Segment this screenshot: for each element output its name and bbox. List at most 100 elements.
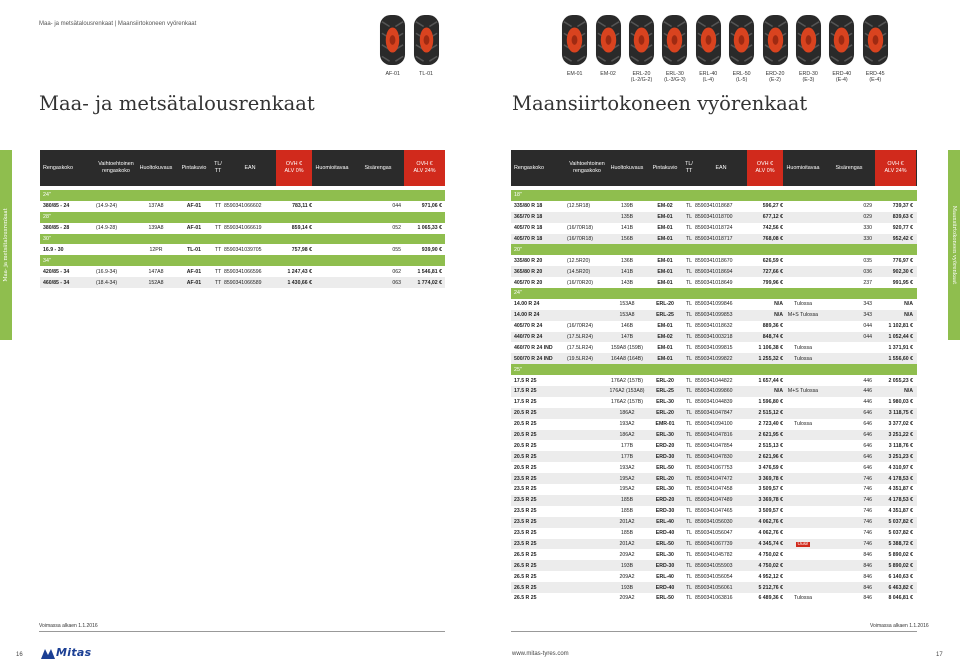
tyre-code-line-1: TL-01 [419,71,433,77]
cell-s: 365/70 R 18 [514,214,543,221]
table-row: 23.5 R 25 195A2 ERL-30 TL 8590341047458 3 509… [511,484,917,495]
cell-sv: 209A2 [619,551,635,558]
cell-s: 460/70 R 24 IND [514,344,553,351]
cell-s: 20.5 R 25 [514,453,537,460]
table-row: 23.5 R 25 195A2 ERL-20 TL 8590341047472 3 369… [511,473,917,485]
cell-p: EM-01 [657,279,673,286]
cell-e: 8590341044822 [695,377,733,384]
website-link[interactable]: www.mitas-tyres.com [512,651,569,657]
header-text: OVH € [416,161,433,168]
cell-t: TL [685,508,693,515]
rim-size-group-header: 30" [40,233,445,245]
cell-v0: 2 621,95 € [758,432,783,439]
table-row: 380/85 - 28 (14.9-28) 139A8 AF-01 TT 85903410… [40,223,445,234]
column-header-alt2: Vaihtoehtoinen rengaskoko [96,161,136,174]
cell-k: 044 [392,203,401,210]
cell-v0: 2 515,13 € [758,442,783,449]
tyre-thumbnail: TL-01 [409,14,442,77]
cell-k: 646 [863,442,872,449]
cell-e: 8590341039705 [224,246,262,253]
table-row: 20.5 R 25 186A2 ERL-20 TL 8590341047847 2 515… [511,407,917,419]
header-text: ALV 0% [755,168,775,174]
table-row: 23.5 R 25 185B ERD-20 TL 8590341047489 3 369,… [511,494,917,506]
cell-v0: 2 515,12 € [758,410,783,417]
price-table-right: 18" 335/80 R 18 (12.5R18) 139B EM-02 TL 859034… [511,190,917,604]
tyre-code-line-2: (L-5) [736,77,748,84]
footer-rule-left [39,631,445,632]
cell-v0: 848,74 € [762,334,783,341]
cell-s: 405/70 R 24 [514,323,543,330]
cell-k: 029 [863,214,872,221]
cell-t: TL [685,214,693,221]
tyre-code-line-1: EM-02 [600,71,616,77]
cell-sv: 193A2 [619,421,635,428]
cell-s: 20.5 R 25 [514,432,537,439]
cell-e: 8590341018700 [695,214,733,221]
rim-size-group-header: 24" [40,190,445,201]
cell-e: 8590341055903 [695,562,733,569]
cell-e: 8590341047472 [695,475,733,482]
cell-p: ERD-40 [655,584,675,591]
cell-t: TL [685,236,693,242]
cell-s: 26.5 R 25 [514,595,537,602]
cell-e: 8590341066619 [224,225,262,232]
cell-t: TL [685,377,693,384]
header-text: Huoltokuvaus [610,164,644,171]
cell-e: 8590341018649 [695,279,733,286]
side-tab-left-label: Maa- ja metsätalousrenkaat [3,208,9,282]
cell-t: TL [685,551,693,558]
cell-p: ERL-40 [656,519,674,526]
cell-a: (12.5R20) [567,257,591,264]
header-text: ALV 24% [884,168,907,174]
cell-sv: 209A2 [619,573,635,580]
tyre-code-line-2: (L-2/G-2) [630,77,653,84]
cell-e: 8590341018687 [695,203,733,210]
cell-v0: 799,96 € [762,279,783,286]
tyre-code-line-1: ERL-50 [732,71,751,77]
tyre-code-line-1: ERD-30 [799,71,818,77]
cell-p: ERL-50 [656,595,674,602]
cell-v0: 6 489,36 € [758,595,783,602]
cell-p: ERL-20 [656,475,674,482]
cell-v0: 2 621,96 € [758,453,783,460]
table-row: 23.5 R 25 201A2 ERL-50 TL 8590341067739 4 345… [511,538,917,550]
cell-n: Uusi! [783,541,823,547]
cell-t: TL [685,257,693,264]
cell-v0: 1 247,43 € [287,268,312,275]
cell-p: ERD-30 [655,562,675,569]
cell-sv: 137A8 [148,203,164,210]
cell-p: ERD-20 [655,497,675,504]
cell-v0: 3 369,78 € [758,497,783,504]
cell-k: 746 [863,497,872,504]
cell-t: TL [685,268,693,275]
brand-logo-text: Mitas [56,646,92,659]
cell-t: TL [685,442,693,449]
cell-v0: 889,36 € [762,323,783,330]
cell-e: 8590341047854 [695,442,733,449]
cell-e: 8590341056047 [695,530,733,537]
table-header-left: Rengaskoko Vaihtoehtoinen rengaskoko Huolto… [40,150,445,186]
rim-size-group-header: 25" [511,364,917,376]
cell-v0: 783,11 € [292,203,312,210]
page-title-left: Maa- ja metsätalousrenkaat [39,92,315,115]
tyre-icon [413,14,439,66]
cell-e: 8590341056030 [695,519,733,526]
cell-p: ERL-20 [656,377,674,384]
side-tab-left: Maa- ja metsätalousrenkaat [0,150,12,340]
tyre-code-line-1: ERD-45 [865,71,885,77]
column-header-size: Rengaskoko [40,165,96,172]
cell-v0: 4 750,02 € [758,551,783,558]
table-row: 20.5 R 25 186A2 ERL-30 TL 8590341047816 2 621… [511,429,917,441]
cell-v24: 5 890,02 € [888,562,913,569]
cell-v24: 5 890,02 € [888,551,913,558]
cell-k: 846 [863,573,872,580]
column-header-ean: EAN [695,165,747,172]
cell-e: 8590341018632 [695,323,733,330]
column-header-size: Rengaskoko [511,165,567,172]
cell-p: ERL-50 [656,540,674,547]
mitas-logo-icon [41,649,55,659]
tyre-code-line-1: ERL-30 [665,71,684,77]
cell-v0: 3 509,57 € [758,486,783,493]
header-text: Pintakuvio [652,164,678,171]
cell-p: EM-02 [657,334,673,341]
